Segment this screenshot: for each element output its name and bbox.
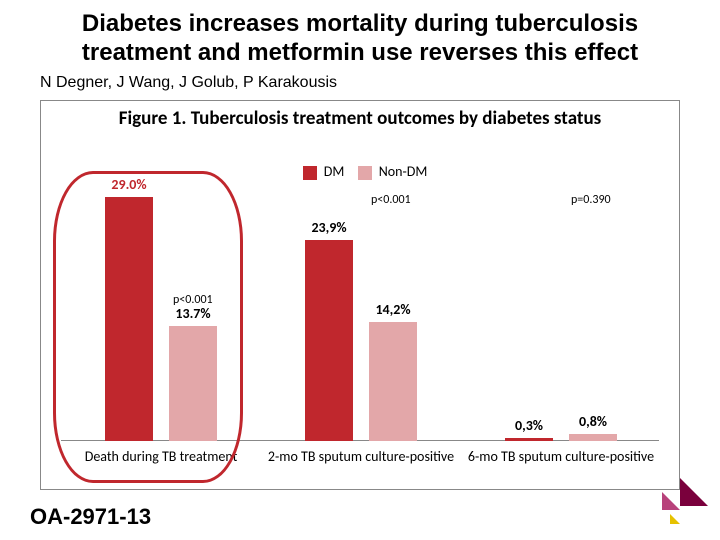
slide-title: Diabetes increases mortality during tube… (40, 10, 680, 68)
bar-label-nondm: 14,2% (363, 301, 423, 318)
corner-decoration-icon (650, 470, 710, 530)
bar-dm (305, 240, 353, 441)
bar-dm (505, 438, 553, 441)
bar-label-nondm: 0,8% (563, 413, 623, 430)
bar-label-dm: 0,3% (499, 417, 559, 434)
bar-nondm (169, 326, 217, 441)
slide: Diabetes increases mortality during tube… (0, 0, 720, 540)
bar-nondm (569, 434, 617, 441)
bar-dm (105, 197, 153, 441)
figure-container: Figure 1. Tuberculosis treatment outcome… (40, 100, 680, 490)
plot-area: 29.0%13.7%Death during TB treatmentp<0.0… (61, 191, 659, 441)
bar-label-dm: 23,9% (299, 219, 359, 236)
bar-label-dm: 29.0% (99, 176, 159, 193)
legend-swatch-nondm (358, 166, 372, 180)
footer-code: OA-2971-13 (30, 504, 151, 530)
x-axis-label: 6-mo TB sputum culture-positive (465, 449, 657, 465)
authors-line: N Degner, J Wang, J Golub, P Karakousis (40, 74, 337, 92)
legend-label-nondm: Non-DM (379, 163, 428, 180)
x-axis-label: Death during TB treatment (65, 449, 257, 465)
bar-nondm (369, 322, 417, 441)
p-value-label: p<0.001 (173, 293, 213, 307)
figure-title: Figure 1. Tuberculosis treatment outcome… (41, 107, 679, 131)
p-value-label: p=0.390 (571, 193, 611, 207)
bar-label-nondm: 13.7% (163, 305, 223, 322)
legend-swatch-dm (303, 166, 317, 180)
p-value-label: p<0.001 (371, 193, 411, 207)
x-axis-label: 2-mo TB sputum culture-positive (265, 449, 457, 465)
legend-label-dm: DM (324, 163, 345, 180)
